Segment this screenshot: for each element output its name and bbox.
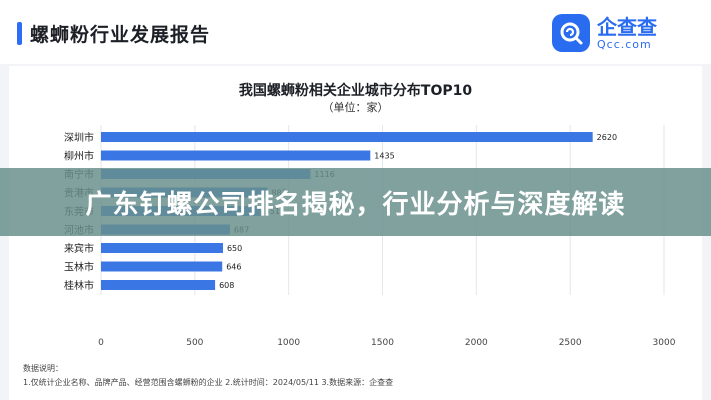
logo-domain: Qcc.com bbox=[597, 37, 652, 51]
headline-banner: 广东钉螺公司排名揭秘，行业分析与深度解读 bbox=[0, 168, 711, 236]
x-tick-label: 1000 bbox=[277, 338, 300, 348]
value-label: 608 bbox=[219, 281, 234, 290]
data-notes: 数据说明： 1.仅统计企业名称、品牌产品、经营范围含螺蛳粉的企业 2.统计时间：… bbox=[23, 362, 393, 390]
value-label: 2620 bbox=[597, 133, 617, 142]
value-label: 1435 bbox=[374, 152, 394, 161]
category-label: 玉林市 bbox=[64, 261, 94, 274]
category-label: 深圳市 bbox=[64, 131, 94, 144]
chart-title: 我国螺蛳粉相关企业城市分布TOP10 bbox=[238, 83, 473, 99]
x-tick-label: 2500 bbox=[559, 338, 582, 348]
x-tick-label: 0 bbox=[98, 338, 104, 348]
headline-text: 广东钉螺公司排名揭秘，行业分析与深度解读 bbox=[85, 189, 626, 220]
value-label: 650 bbox=[227, 244, 242, 253]
bar bbox=[101, 243, 223, 253]
logo-name: 企查查 bbox=[597, 14, 657, 39]
chart-unit-label: （单位：家） bbox=[322, 101, 389, 114]
x-tick-label: 2000 bbox=[465, 338, 488, 348]
report-header: 螺蛳粉行业发展报告 企查查 Qcc.com bbox=[0, 0, 711, 64]
bar bbox=[101, 150, 371, 161]
category-label: 柳州市 bbox=[64, 150, 94, 163]
bar bbox=[101, 261, 223, 272]
notes-heading: 数据说明： bbox=[23, 364, 63, 373]
category-label: 桂林市 bbox=[64, 279, 94, 292]
qcc-logo-icon bbox=[552, 14, 590, 52]
x-tick-label: 3000 bbox=[653, 338, 676, 348]
bar bbox=[101, 132, 593, 142]
bar bbox=[101, 280, 216, 290]
value-label: 646 bbox=[226, 263, 241, 272]
notes-line: 1.仅统计企业名称、品牌产品、经营范围含螺蛳粉的企业 2.统计时间：2024/0… bbox=[23, 378, 394, 387]
qcc-logo: 企查查 Qcc.com bbox=[552, 14, 657, 52]
x-tick-label: 1500 bbox=[371, 338, 394, 348]
category-label: 来宾市 bbox=[64, 242, 94, 255]
x-tick-label: 500 bbox=[186, 338, 203, 348]
report-title: 螺蛳粉行业发展报告 bbox=[30, 24, 211, 46]
title-accent-bar bbox=[17, 22, 22, 45]
